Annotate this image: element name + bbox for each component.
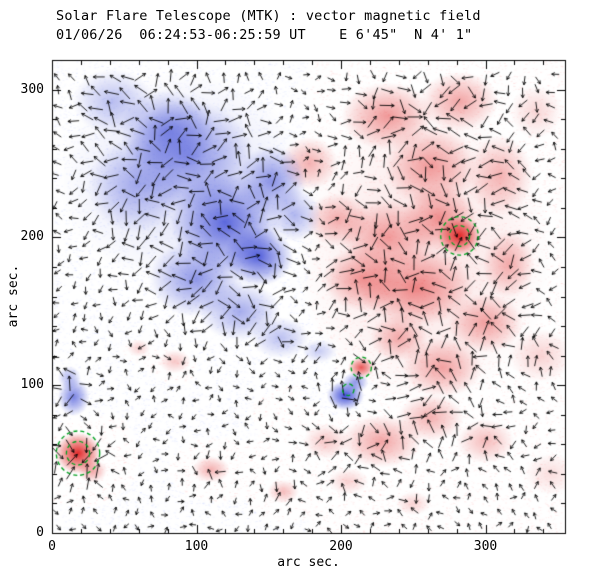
chart-title: Solar Flare Telescope (MTK) : vector mag… [56, 8, 481, 24]
y-tick-label: 100 [20, 377, 44, 393]
x-tick-label: 300 [473, 539, 498, 554]
y-axis-label: arc sec. [6, 264, 21, 328]
x-tick-label: 0 [48, 539, 56, 554]
x-tick-label: 100 [184, 539, 209, 554]
x-axis-label: arc sec. [277, 555, 340, 570]
chart-subtitle: 01/06/26 06:24:53-06:25:59 UT E 6'45" N … [56, 27, 473, 43]
y-tick-label: 200 [20, 229, 44, 245]
y-tick-label: 0 [36, 525, 44, 540]
y-tick-label: 300 [20, 81, 44, 97]
x-tick-label: 200 [329, 539, 353, 554]
